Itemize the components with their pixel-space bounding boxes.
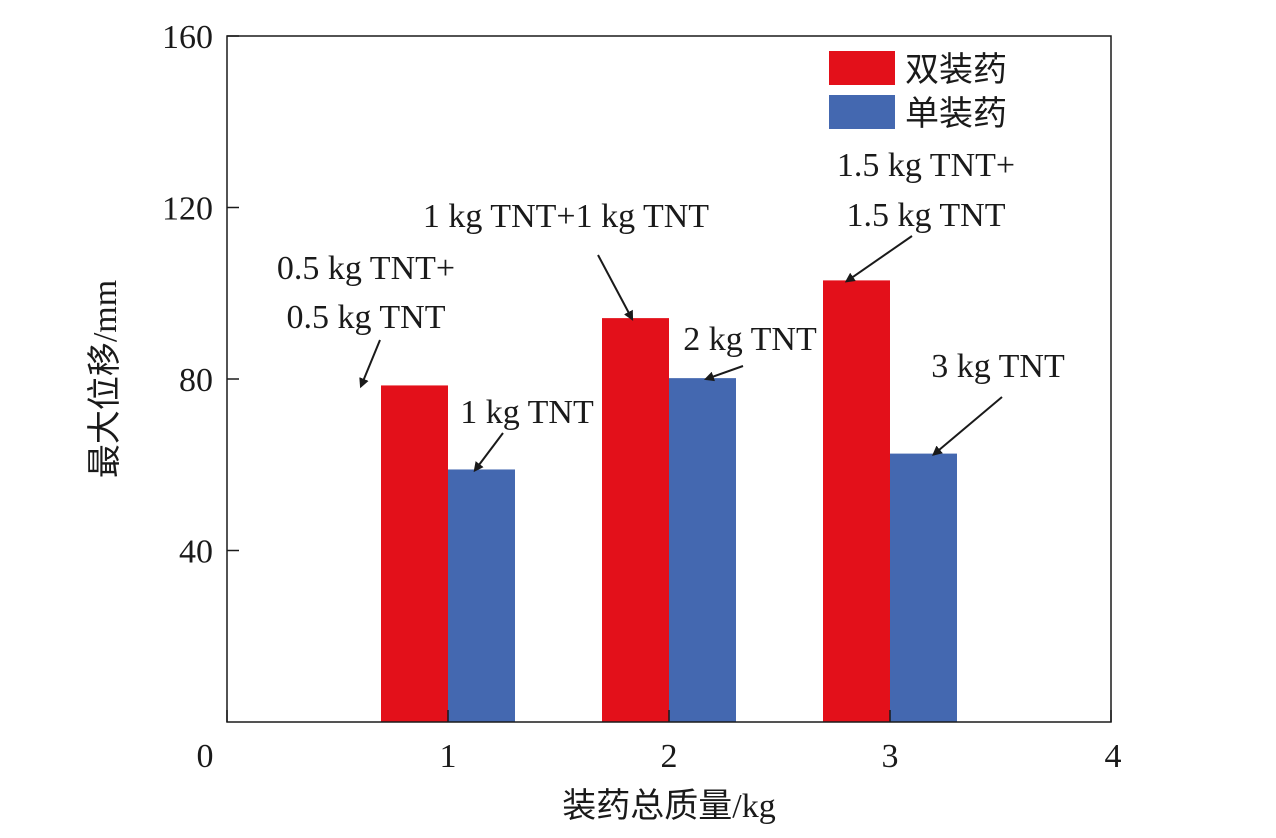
y-tick-label: 120 — [162, 191, 213, 228]
x-tick-label: 2 — [661, 738, 678, 775]
annotation-label: 1 kg TNT — [460, 394, 594, 431]
legend-label-single: 单装药 — [905, 95, 1007, 133]
y-axis-title: 最大位移/mm — [86, 280, 124, 478]
annotation-label: 0.5 kg TNT+ — [277, 250, 455, 287]
annotation-label: 0.5 kg TNT — [287, 299, 446, 336]
annotation-label: 1.5 kg TNT — [847, 197, 1006, 234]
legend-swatch-double — [829, 51, 895, 85]
x-tick-label: 0 — [197, 738, 214, 775]
x-tick-label: 1 — [440, 738, 457, 775]
annotation-arrow — [597, 254, 634, 321]
y-tick-label: 160 — [162, 19, 213, 56]
legend-swatch-single — [829, 95, 895, 129]
x-tick-label: 3 — [882, 738, 899, 775]
bars-layer — [381, 280, 957, 722]
bar-double-2 — [602, 318, 669, 722]
annotation-arrow — [359, 339, 381, 389]
annotation-label: 1.5 kg TNT+ — [837, 147, 1015, 184]
annotation-label: 2 kg TNT — [683, 321, 817, 358]
x-tick-label: 4 — [1105, 738, 1122, 775]
y-tick-label: 40 — [179, 534, 213, 571]
annotations-layer: 0.5 kg TNT+ 0.5 kg TNT 1 kg TNT 1 kg TNT+1 … — [277, 147, 1065, 473]
bar-single-2 — [669, 378, 736, 722]
bar-single-3 — [890, 453, 957, 722]
x-axis-title: 装药总质量/kg — [562, 787, 775, 825]
annotation-arrow — [703, 365, 744, 382]
bar-single-1 — [448, 469, 515, 722]
bar-double-1 — [381, 385, 448, 722]
legend-label-double: 双装药 — [905, 51, 1007, 89]
annotation-arrow — [932, 396, 1003, 456]
annotation-label: 3 kg TNT — [931, 348, 1065, 385]
annotation-arrow — [473, 432, 504, 473]
annotation-arrow — [844, 235, 913, 283]
axes-layer: 40 80 120 160 0 1 2 3 4 — [162, 19, 1122, 775]
y-tick-label: 80 — [179, 362, 213, 399]
bar-double-3 — [823, 280, 890, 722]
annotation-label: 1 kg TNT+1 kg TNT — [423, 198, 709, 235]
